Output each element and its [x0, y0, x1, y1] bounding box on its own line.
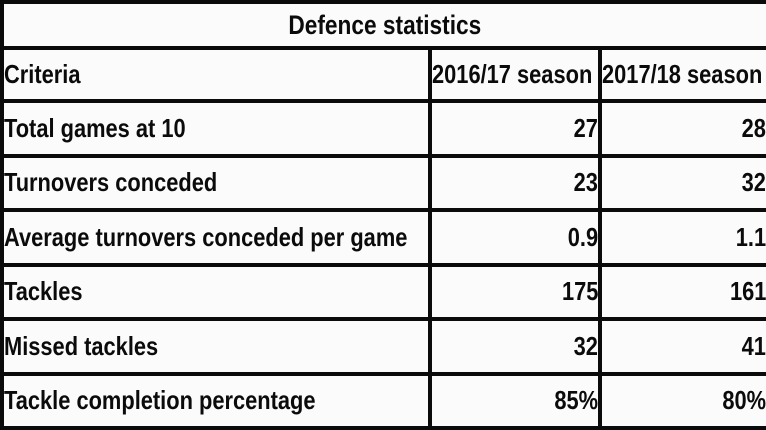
value-cell: 0.9 [428, 208, 602, 267]
table-title-cell: Defence statistics [0, 0, 766, 50]
value-2016-17: 27 [573, 112, 598, 143]
column-header-season-2016-17-label: 2016/17 season [432, 59, 593, 89]
value-2017-18: 1.1 [735, 221, 766, 252]
value-2016-17: 0.9 [567, 221, 598, 252]
value-cell: 80% [597, 371, 766, 430]
table-row: Total games at 10 27 28 [0, 99, 766, 158]
table-row: Average turnovers conceded per game 0.9 … [0, 208, 766, 267]
criteria-cell: Tackles [0, 262, 432, 321]
table-title: Defence statistics [288, 9, 482, 40]
column-header-season-2017-18: 2017/18 season [597, 46, 766, 103]
criteria-label: Total games at 10 [4, 112, 186, 143]
table-row: Turnovers conceded 23 32 [0, 153, 766, 212]
value-cell: 32 [597, 153, 766, 212]
criteria-label: Missed tackles [4, 330, 159, 361]
value-cell: 1.1 [597, 208, 766, 267]
value-cell: 175 [428, 262, 602, 321]
value-cell: 41 [597, 317, 766, 376]
value-2016-17: 175 [561, 276, 598, 307]
value-cell: 28 [597, 99, 766, 158]
value-2016-17: 32 [573, 330, 598, 361]
criteria-cell: Tackle completion percentage [0, 371, 432, 430]
column-header-criteria-label: Criteria [4, 59, 81, 89]
value-2016-17: 85% [554, 385, 598, 416]
value-2017-18: 161 [729, 276, 766, 307]
criteria-cell: Total games at 10 [0, 99, 432, 158]
criteria-label: Tackles [4, 276, 83, 307]
criteria-cell: Turnovers conceded [0, 153, 432, 212]
criteria-cell: Missed tackles [0, 317, 432, 376]
criteria-label: Turnovers conceded [4, 167, 218, 198]
value-2016-17: 23 [573, 167, 598, 198]
value-cell: 27 [428, 99, 602, 158]
header-row: Criteria 2016/17 season 2017/18 season [0, 46, 766, 103]
table-row: Tackle completion percentage 85% 80% [0, 371, 766, 430]
value-cell: 85% [428, 371, 602, 430]
title-row: Defence statistics [0, 0, 766, 50]
column-header-season-2016-17: 2016/17 season [428, 46, 602, 103]
criteria-label: Average turnovers conceded per game [4, 221, 408, 252]
value-2017-18: 28 [741, 112, 766, 143]
column-header-criteria: Criteria [0, 46, 432, 103]
column-header-season-2017-18-label: 2017/18 season [602, 59, 763, 89]
value-2017-18: 32 [741, 167, 766, 198]
value-2017-18: 80% [722, 385, 766, 416]
table-row: Missed tackles 32 41 [0, 317, 766, 376]
value-2017-18: 41 [741, 330, 766, 361]
value-cell: 32 [428, 317, 602, 376]
value-cell: 23 [428, 153, 602, 212]
criteria-label: Tackle completion percentage [4, 385, 316, 416]
table-row: Tackles 175 161 [0, 262, 766, 321]
criteria-cell: Average turnovers conceded per game [0, 208, 432, 267]
table-body: Total games at 10 27 28 Turnovers conced… [0, 99, 766, 430]
value-cell: 161 [597, 262, 766, 321]
